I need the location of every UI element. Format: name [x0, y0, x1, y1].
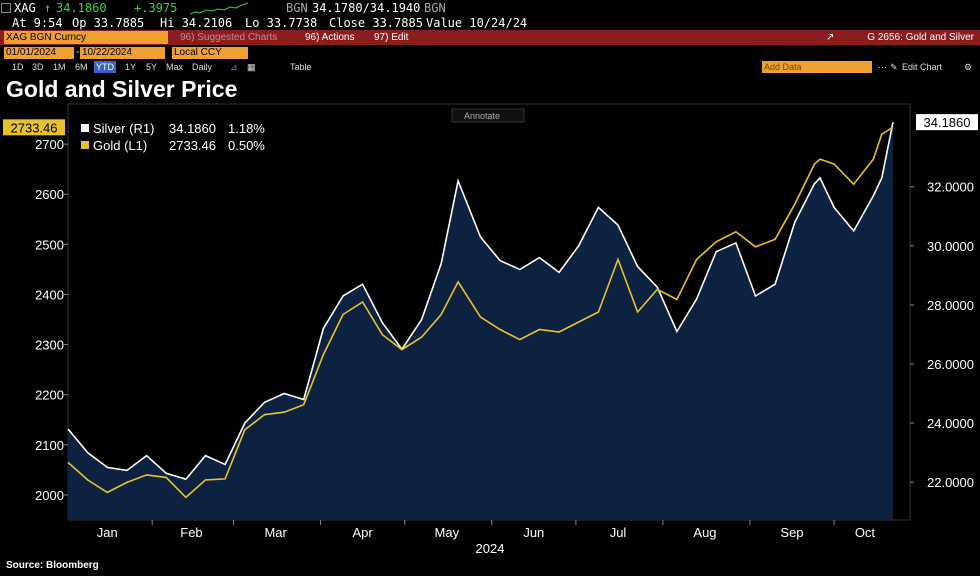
- legend-change: 0.50%: [228, 138, 265, 153]
- stat-open: Op 33.7885: [72, 16, 145, 30]
- range-toolbar: 1D 3D 1M 6M YTD 1Y 5Y Max Daily ⊿ ▦ Tabl…: [0, 61, 980, 73]
- range-ytd[interactable]: YTD: [94, 61, 116, 73]
- month-label: Feb: [180, 525, 202, 540]
- range-1y[interactable]: 1Y: [125, 62, 137, 72]
- legend-swatch: [81, 124, 89, 132]
- start-date-field[interactable]: 01/01/2024: [4, 47, 74, 59]
- legend-value: 2733.46: [169, 138, 216, 153]
- range-1d[interactable]: 1D: [12, 62, 24, 72]
- range-1m[interactable]: 1M: [53, 62, 66, 72]
- month-label: Mar: [264, 525, 287, 540]
- bid-ask: 34.1780/34.1940: [312, 1, 421, 15]
- month-label: May: [435, 525, 460, 540]
- right-tick-label: 30.0000: [927, 239, 974, 254]
- annotate-button[interactable]: Annotate: [451, 108, 525, 123]
- table-button[interactable]: Table: [290, 62, 312, 72]
- legend-value: 34.1860: [169, 121, 216, 136]
- security-field[interactable]: XAG BGN Curncy: [4, 31, 168, 44]
- range-5y[interactable]: 5Y: [146, 62, 158, 72]
- range-6m[interactable]: 6M: [75, 62, 88, 72]
- actions-menu[interactable]: 96) Actions: [305, 32, 355, 43]
- legend-box: [74, 120, 270, 158]
- silver-value-tag-label: 34.1860: [924, 115, 971, 130]
- suggested-charts-menu[interactable]: 96) Suggested Charts: [180, 32, 278, 43]
- left-tick-label: 2400: [35, 287, 64, 302]
- left-tick-label: 2300: [35, 338, 64, 353]
- more-icon[interactable]: ⋯: [878, 62, 887, 72]
- legend-name: Gold (L1): [93, 138, 147, 153]
- add-data-field[interactable]: Add Data: [762, 61, 872, 73]
- month-label: Jul: [610, 525, 627, 540]
- left-tick-label: 2700: [35, 137, 64, 152]
- right-tick-label: 22.0000: [927, 475, 974, 490]
- left-tick-label: 2200: [35, 388, 64, 403]
- launch-icon[interactable]: ↗: [826, 32, 835, 43]
- stat-low: Lo 33.7738: [245, 16, 318, 30]
- frequency-select[interactable]: Daily: [192, 62, 213, 72]
- month-label: Sep: [780, 525, 803, 540]
- month-label: Oct: [855, 525, 876, 540]
- legend-name: Silver (R1): [93, 121, 154, 136]
- gold-value-tag: [3, 119, 65, 136]
- pencil-icon[interactable]: ✎: [890, 62, 898, 72]
- left-tick-label: 2000: [35, 488, 64, 503]
- quote-source-2: BGN: [424, 1, 446, 15]
- end-date-field[interactable]: 10/22/2024: [80, 47, 165, 59]
- month-label: Jun: [523, 525, 544, 540]
- quote-source: BGN: [286, 1, 308, 15]
- silver-line: [67, 121, 894, 481]
- stat-value: Value 10/24/24: [426, 16, 528, 30]
- chart-name: G 2656: Gold and Silver: [867, 32, 974, 43]
- x-axis-label: 2024: [476, 541, 505, 556]
- sparkline-icon: [189, 2, 250, 21]
- stat-at: At 9:54: [12, 16, 63, 30]
- silver-area: [68, 122, 893, 520]
- month-label: Aug: [693, 525, 716, 540]
- settings-icon[interactable]: ⚙: [964, 62, 973, 72]
- quote-header: XAG ↑ 34.1860 +.3975 BGN 34.1780/34.1940…: [0, 0, 980, 17]
- chart-title: Gold and Silver Price: [6, 76, 238, 102]
- left-tick-label: 2100: [35, 438, 64, 453]
- edit-menu[interactable]: 97) Edit: [374, 32, 409, 43]
- month-label: Apr: [353, 525, 374, 540]
- date-range-bar: 01/01/2024 - 10/22/2024 Local CCY: [0, 46, 980, 60]
- left-tick-label: 2600: [35, 187, 64, 202]
- currency-field[interactable]: Local CCY: [172, 47, 248, 59]
- menu-bar: XAG BGN Curncy 96) Suggested Charts 96) …: [0, 30, 980, 45]
- quote-stats: At 9:54 Op 33.7885 Hi 34.2106 Lo 33.7738…: [0, 17, 980, 30]
- last-price: 34.1860: [56, 1, 107, 15]
- stat-close: Close 33.7885: [329, 16, 423, 30]
- gold-line: [67, 126, 894, 499]
- chart-type-icon[interactable]: ▦: [247, 62, 256, 72]
- checkbox-icon[interactable]: [1, 3, 11, 13]
- range-3d[interactable]: 3D: [32, 62, 44, 72]
- range-max[interactable]: Max: [166, 62, 184, 72]
- legend-change: 1.18%: [228, 121, 265, 136]
- stat-high: Hi 34.2106: [160, 16, 233, 30]
- gold-value-tag-label: 2733.46: [11, 120, 58, 135]
- edit-chart-button[interactable]: Edit Chart: [902, 62, 943, 72]
- right-tick-label: 26.0000: [927, 357, 974, 372]
- net-change: +.3975: [134, 1, 178, 15]
- left-tick-label: 2500: [35, 237, 64, 252]
- right-tick-label: 24.0000: [927, 416, 974, 431]
- legend-swatch: [81, 141, 89, 149]
- line-chart-icon[interactable]: ⊿: [230, 62, 238, 72]
- silver-value-tag: [916, 114, 978, 131]
- up-arrow-icon: ↑: [44, 1, 52, 15]
- month-label: Jan: [97, 525, 118, 540]
- right-tick-label: 32.0000: [927, 180, 974, 195]
- annotate-label: Annotate: [464, 111, 500, 121]
- ticker[interactable]: XAG: [14, 1, 36, 15]
- right-tick-label: 28.0000: [927, 298, 974, 313]
- source-note: Source: Bloomberg: [6, 560, 99, 571]
